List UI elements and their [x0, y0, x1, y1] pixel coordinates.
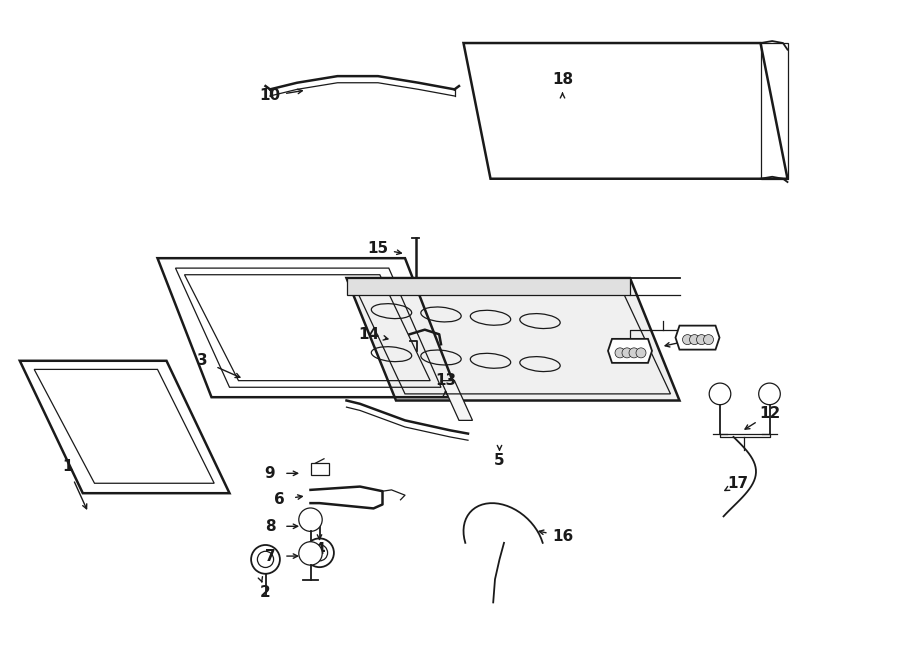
- Circle shape: [759, 383, 780, 404]
- Circle shape: [299, 542, 322, 565]
- Circle shape: [636, 348, 646, 358]
- Circle shape: [709, 383, 731, 404]
- Text: 6: 6: [274, 493, 284, 507]
- Text: 16: 16: [552, 529, 573, 544]
- Polygon shape: [346, 278, 680, 401]
- Circle shape: [682, 334, 692, 345]
- Text: 18: 18: [552, 72, 573, 87]
- Text: 11: 11: [691, 330, 713, 345]
- Circle shape: [629, 348, 639, 358]
- Text: 8: 8: [265, 519, 275, 534]
- Text: 4: 4: [314, 542, 325, 557]
- Polygon shape: [676, 326, 719, 350]
- Circle shape: [615, 348, 625, 358]
- Polygon shape: [310, 463, 328, 475]
- Text: 5: 5: [494, 453, 505, 467]
- Circle shape: [622, 348, 632, 358]
- Circle shape: [697, 334, 706, 345]
- Circle shape: [689, 334, 699, 345]
- Circle shape: [299, 508, 322, 532]
- Polygon shape: [608, 339, 652, 363]
- Polygon shape: [346, 278, 630, 295]
- Text: 9: 9: [265, 466, 275, 481]
- Text: 17: 17: [727, 476, 749, 491]
- Polygon shape: [441, 381, 472, 420]
- Circle shape: [704, 334, 714, 345]
- Text: 3: 3: [197, 354, 208, 368]
- Text: 14: 14: [358, 327, 380, 342]
- Text: 7: 7: [265, 549, 275, 563]
- Text: 2: 2: [260, 585, 271, 600]
- Text: 1: 1: [62, 459, 73, 474]
- Text: 12: 12: [759, 406, 780, 421]
- Text: 10: 10: [259, 89, 281, 103]
- Text: 13: 13: [435, 373, 456, 388]
- Text: 15: 15: [367, 241, 389, 256]
